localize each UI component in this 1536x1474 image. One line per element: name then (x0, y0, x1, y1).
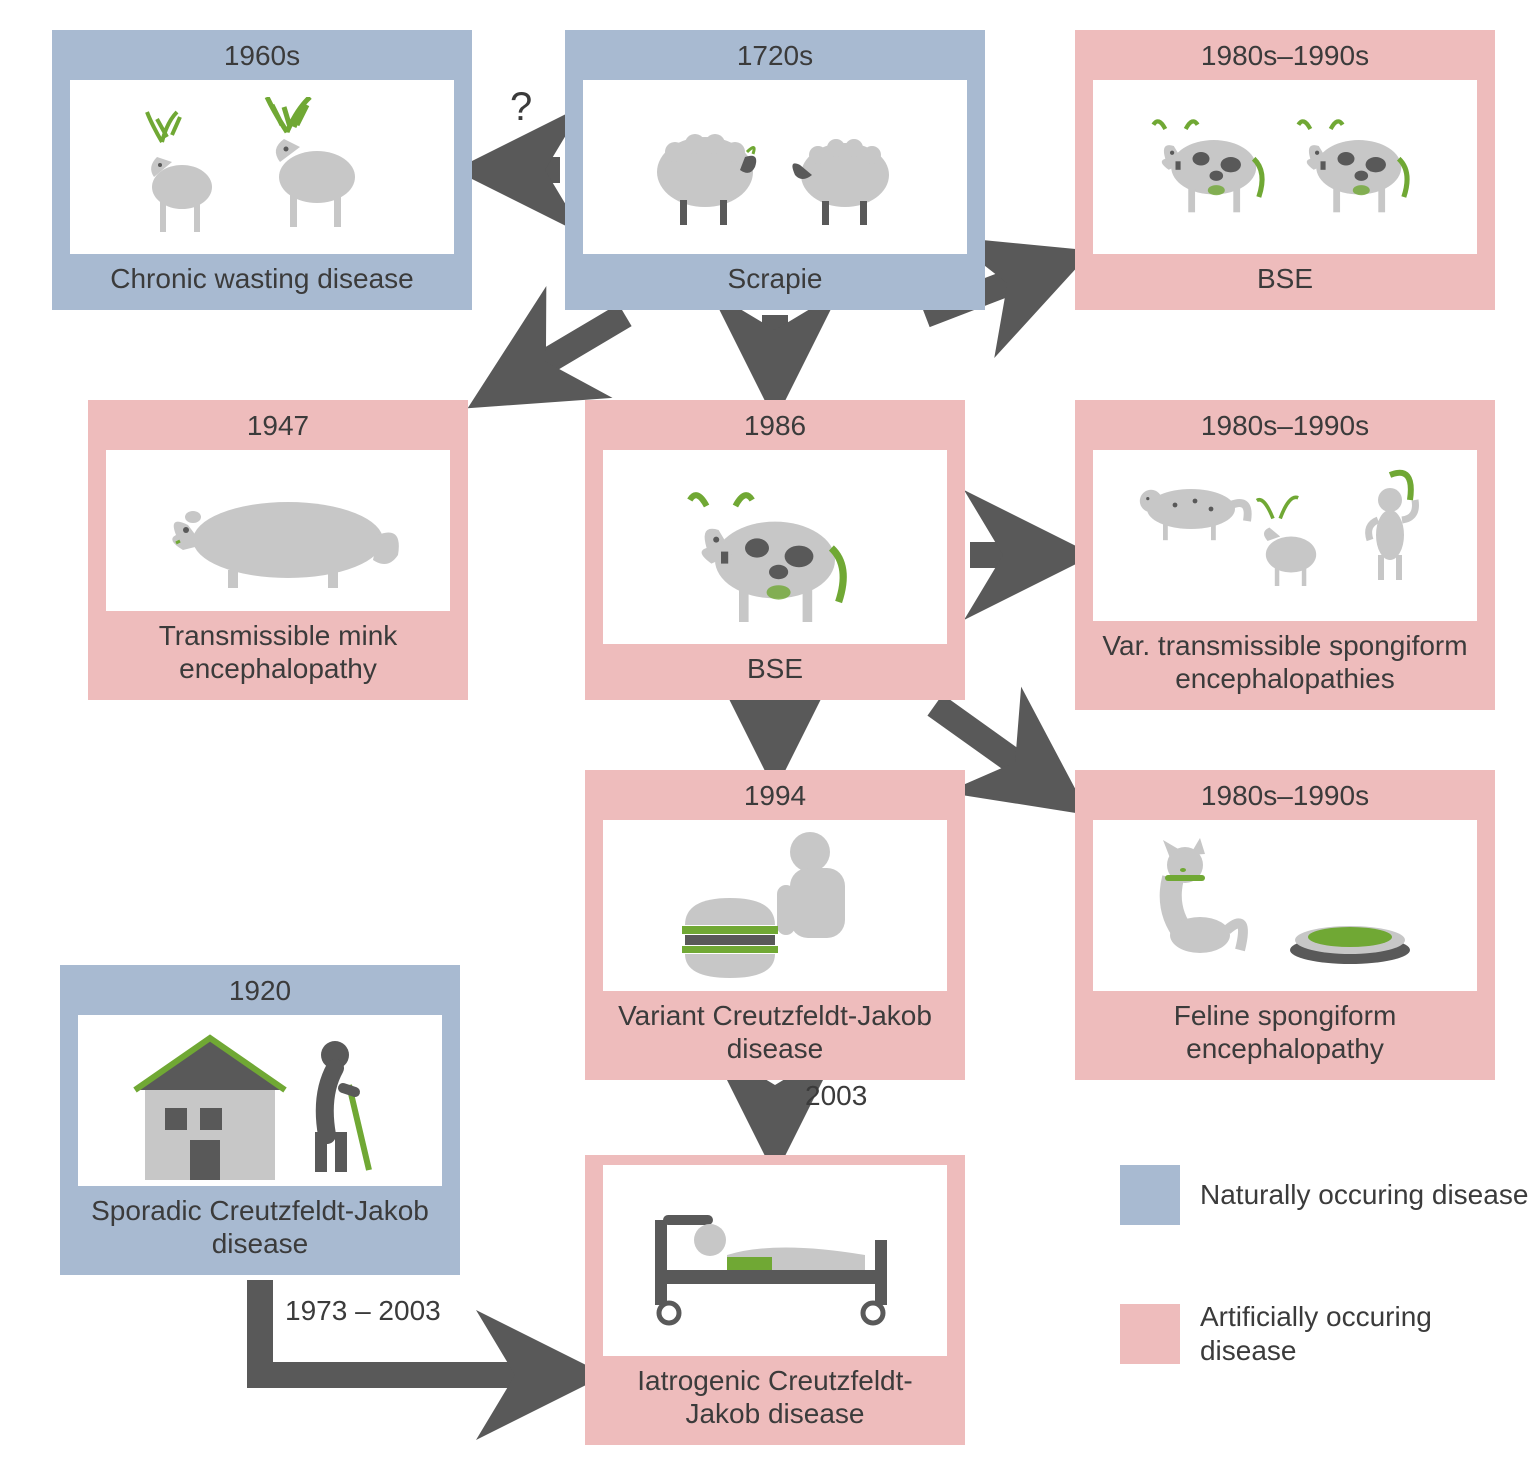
box-icjd-caption: Iatrogenic Creutzfeldt-Jakob disease (603, 1364, 947, 1431)
arrow-scrapie-mink (490, 315, 625, 395)
box-vtse-date: 1980s–1990s (1201, 410, 1369, 442)
box-bse1-caption: BSE (1257, 262, 1313, 296)
box-cwd-icon (70, 80, 454, 254)
legend-artificial-label: Artificially occuring disease (1200, 1300, 1536, 1367)
box-scrapie: 1720s Scrapie (565, 30, 985, 310)
box-feline-icon (1093, 820, 1477, 991)
box-mink-icon (106, 450, 450, 611)
legend-natural-label: Naturally occuring disease (1200, 1178, 1528, 1212)
box-bse2-caption: BSE (747, 652, 803, 686)
box-vcjd-caption: Variant Creutzfeldt-Jakob disease (603, 999, 947, 1066)
box-icjd-icon (603, 1165, 947, 1356)
box-bse1-icon (1093, 80, 1477, 254)
box-vtse-caption: Var. transmissible spongiform encephalop… (1093, 629, 1477, 696)
box-cwd: 1960s Chronic wasting d (52, 30, 472, 310)
box-vcjd-date: 1994 (744, 780, 806, 812)
legend-artificial-swatch (1120, 1304, 1180, 1364)
box-bse1-date: 1980s–1990s (1201, 40, 1369, 72)
box-scjd-caption: Sporadic Creutzfeldt-Jakob disease (78, 1194, 442, 1261)
arrow-label-scrapie-cwd: ? (510, 85, 532, 129)
box-bse1: 1980s–1990s BSE (1075, 30, 1495, 310)
box-bse2-date: 1986 (744, 410, 806, 442)
box-cwd-caption: Chronic wasting disease (110, 262, 414, 296)
box-vcjd-icon (603, 820, 947, 991)
box-vtse: 1980s–1990s (1075, 400, 1495, 710)
box-mink-caption: Transmissible mink encephalopathy (106, 619, 450, 686)
box-feline-date: 1980s–1990s (1201, 780, 1369, 812)
box-scjd-icon (78, 1015, 442, 1186)
box-scjd-date: 1920 (229, 975, 291, 1007)
box-icjd: Iatrogenic Creutzfeldt-Jakob disease (585, 1155, 965, 1445)
box-mink: 1947 Transmissible mink encephalopathy (88, 400, 468, 700)
box-vtse-icon (1093, 450, 1477, 621)
legend-natural: Naturally occuring disease (1120, 1165, 1528, 1225)
box-feline: 1980s–1990s Feline spongiform encephalop… (1075, 770, 1495, 1080)
arrow-label-vcjd-icjd: 2003 (805, 1080, 867, 1111)
box-mink-date: 1947 (247, 410, 309, 442)
box-scrapie-date: 1720s (737, 40, 813, 72)
box-vcjd: 1994 Variant Creutzfeldt-Jakob disease (585, 770, 965, 1080)
box-scrapie-icon (583, 80, 967, 254)
box-feline-caption: Feline spongiform encephalopathy (1093, 999, 1477, 1066)
box-bse2-icon (603, 450, 947, 644)
box-scjd: 1920 Sporadic Creutzfel (60, 965, 460, 1275)
arrow-label-scjd-icjd: 1973 – 2003 (285, 1295, 441, 1326)
box-cwd-date: 1960s (224, 40, 300, 72)
arrow-scjd-icjd (260, 1280, 580, 1375)
legend-artificial: Artificially occuring disease (1120, 1300, 1536, 1367)
box-scrapie-caption: Scrapie (728, 262, 823, 296)
prion-flowchart: ? 2003 1973 – 2003 1960s (0, 0, 1536, 1474)
box-bse2: 1986 BSE (585, 400, 965, 700)
legend-natural-swatch (1120, 1165, 1180, 1225)
